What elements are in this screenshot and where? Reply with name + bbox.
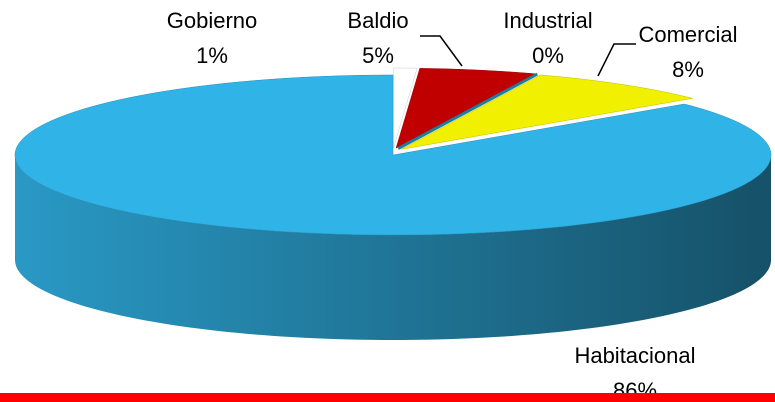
slice xyxy=(393,67,418,149)
slice xyxy=(14,74,772,236)
leader-line xyxy=(420,35,463,67)
category-label: Habitacional xyxy=(574,343,695,368)
pie-tops xyxy=(14,67,772,236)
category-label: Comercial xyxy=(638,22,737,47)
value-label: 8% xyxy=(672,57,704,82)
category-label: Baldio xyxy=(347,8,408,33)
slice-side xyxy=(15,155,771,340)
value-label: 1% xyxy=(196,43,228,68)
slice xyxy=(397,72,539,150)
category-label: Industrial xyxy=(503,8,592,33)
value-label: 0% xyxy=(532,43,564,68)
labels: Gobierno 1% Baldio 5% Industrial 0% Comercial 8… xyxy=(167,8,738,402)
slice xyxy=(395,68,537,149)
footer-bar xyxy=(0,393,775,402)
pie-sides xyxy=(15,155,771,340)
category-label: Gobierno xyxy=(167,8,258,33)
slice xyxy=(401,74,693,150)
leader-line xyxy=(597,43,636,77)
value-label: 5% xyxy=(362,43,394,68)
